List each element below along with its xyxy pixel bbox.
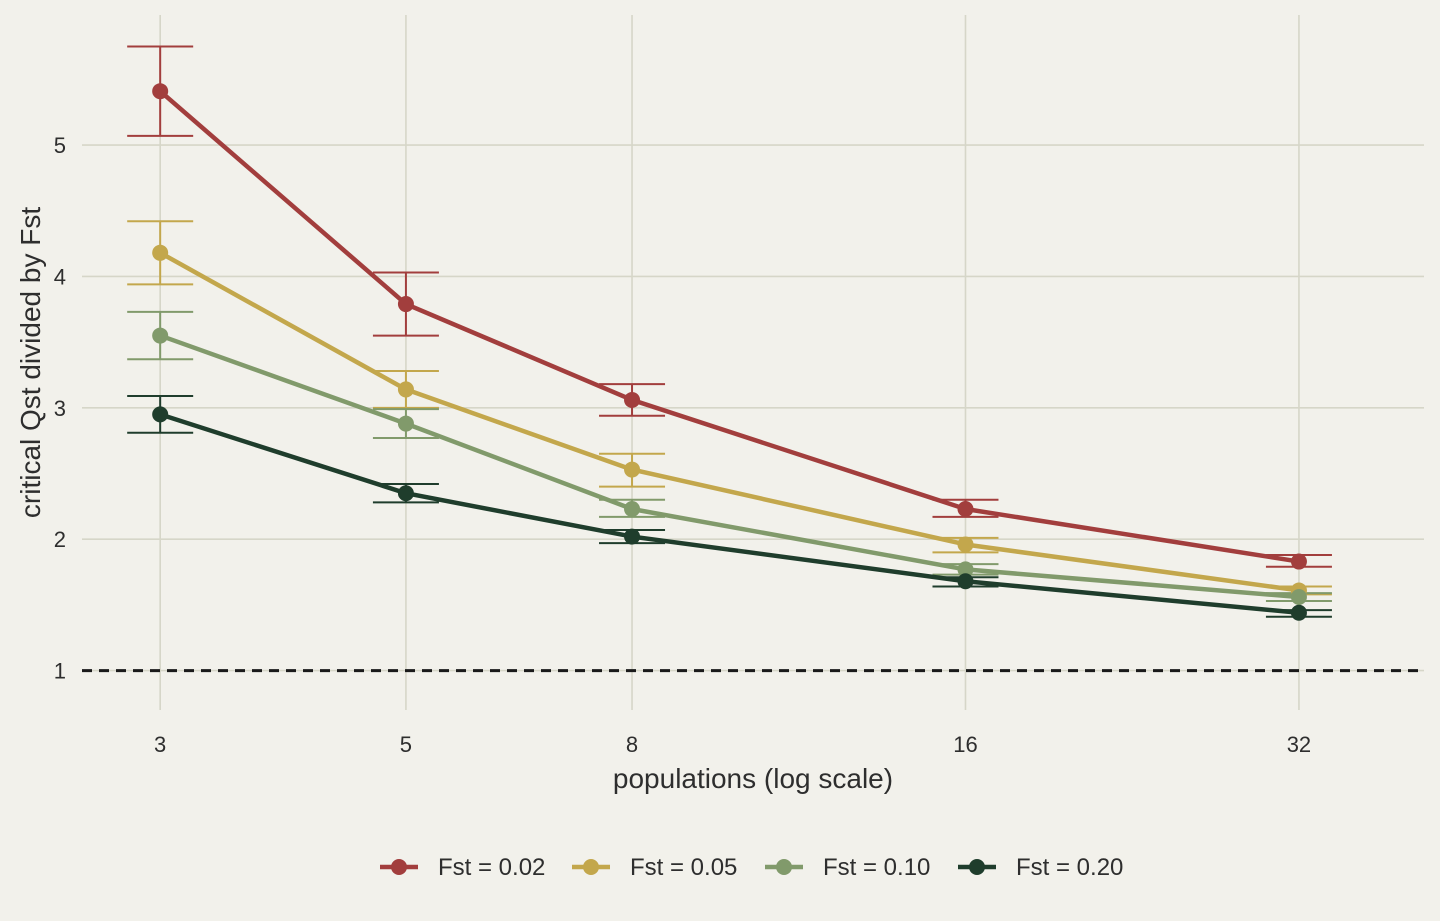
series-line: [159, 333, 1300, 600]
x-tick-label: 5: [400, 732, 412, 757]
x-tick-label: 16: [953, 732, 977, 757]
data-point: [152, 244, 169, 261]
legend-item: Fst = 0.05: [572, 854, 737, 881]
legend-label: Fst = 0.20: [1016, 854, 1123, 881]
legend-key-point: [583, 859, 599, 875]
legend-label: Fst = 0.05: [630, 854, 737, 881]
data-point: [397, 381, 414, 398]
data-point: [152, 83, 169, 100]
series-points: [152, 83, 1307, 621]
data-point: [152, 327, 169, 344]
x-tick-labels: 3 5 8 16 32: [154, 732, 1311, 757]
data-point: [624, 461, 641, 478]
y-axis-title: critical Qst divided by Fst: [15, 207, 46, 518]
data-point: [957, 536, 974, 553]
data-point: [152, 406, 169, 423]
error-bars: [127, 45, 1332, 618]
y-tick-label: 3: [54, 396, 66, 421]
data-point: [1290, 604, 1307, 621]
legend-key-point: [969, 859, 985, 875]
data-point: [957, 561, 974, 578]
data-point: [957, 573, 974, 590]
data-point: [624, 391, 641, 408]
data-point: [397, 296, 414, 313]
legend: Fst = 0.02 Fst = 0.05 Fst = 0.10 Fst = 0.20: [380, 854, 1123, 881]
y-tick-label: 1: [54, 659, 66, 684]
y-tick-label: 5: [54, 133, 66, 158]
data-point: [397, 415, 414, 432]
data-point: [957, 500, 974, 517]
x-tick-label: 32: [1287, 732, 1311, 757]
legend-key-point: [776, 859, 792, 875]
data-point: [624, 528, 641, 545]
legend-label: Fst = 0.10: [823, 854, 930, 881]
legend-key-point: [391, 859, 407, 875]
legend-item: Fst = 0.20: [958, 854, 1123, 881]
y-tick-labels: 1 2 3 4 5: [54, 133, 66, 684]
y-tick-label: 4: [54, 264, 66, 289]
legend-item: Fst = 0.10: [765, 854, 930, 881]
x-axis-title: populations (log scale): [613, 763, 893, 794]
data-point: [624, 500, 641, 517]
legend-label: Fst = 0.02: [438, 854, 545, 881]
data-point: [397, 485, 414, 502]
x-tick-label: 3: [154, 732, 166, 757]
y-tick-label: 2: [54, 527, 66, 552]
data-point: [1290, 589, 1307, 606]
data-point: [1290, 553, 1307, 570]
x-tick-label: 8: [626, 732, 638, 757]
legend-item: Fst = 0.02: [380, 854, 545, 881]
series-lines: [158, 89, 1300, 616]
